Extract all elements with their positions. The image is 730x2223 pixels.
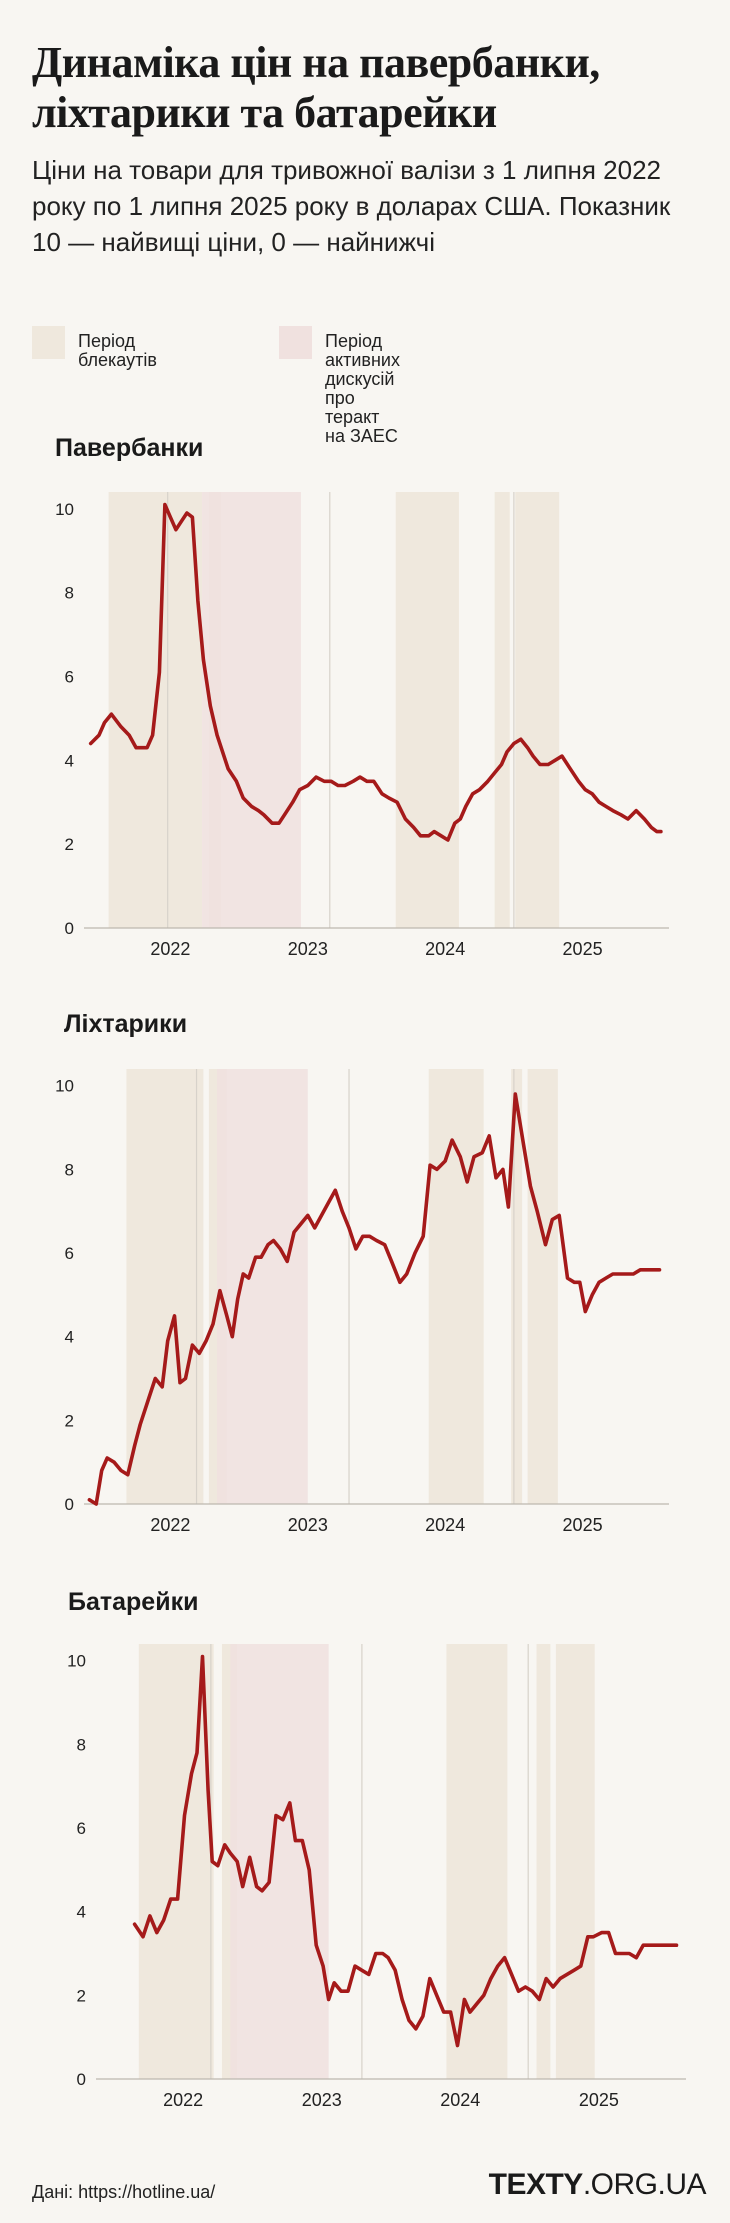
chart-title-powerbanks: Павербанки bbox=[55, 434, 204, 462]
x-tick-label: 2022 bbox=[150, 1515, 190, 1535]
blackout-band bbox=[428, 1069, 484, 1504]
blackout-band bbox=[555, 1644, 595, 2079]
y-tick-label: 4 bbox=[65, 1328, 74, 1347]
logo-main: TEXTY bbox=[488, 2168, 584, 2201]
y-tick-label: 8 bbox=[77, 1735, 86, 1754]
zaes-band bbox=[230, 1644, 329, 2079]
x-tick-label: 2023 bbox=[288, 939, 328, 959]
x-tick-label: 2023 bbox=[288, 1515, 328, 1535]
y-tick-label: 2 bbox=[77, 1986, 86, 2005]
x-tick-label: 2024 bbox=[440, 2090, 480, 2110]
x-tick-label: 2022 bbox=[163, 2090, 203, 2110]
x-tick-label: 2025 bbox=[563, 939, 603, 959]
x-tick-label: 2025 bbox=[579, 2090, 619, 2110]
y-tick-label: 0 bbox=[65, 1495, 74, 1514]
zaes-band bbox=[217, 1069, 308, 1504]
y-tick-label: 0 bbox=[77, 2070, 86, 2089]
brand-logo: TEXTY.ORG.UA bbox=[488, 2168, 707, 2202]
blackout-band bbox=[446, 1644, 508, 2079]
blackout-band bbox=[511, 1069, 523, 1504]
blackout-band bbox=[395, 492, 459, 928]
y-tick-label: 10 bbox=[55, 500, 74, 519]
x-tick-label: 2023 bbox=[302, 2090, 342, 2110]
legend: Період блекаутів Період активних дискусі… bbox=[32, 326, 712, 446]
y-tick-label: 6 bbox=[65, 1244, 74, 1263]
page-title: Динаміка цін на павербанки, ліхтарики та… bbox=[32, 38, 600, 137]
chart-title-flashlights: Ліхтарики bbox=[64, 1010, 188, 1038]
y-tick-label: 6 bbox=[77, 1819, 86, 1838]
price-index-line bbox=[88, 502, 663, 842]
y-tick-label: 10 bbox=[67, 1652, 86, 1671]
y-tick-label: 4 bbox=[77, 1903, 86, 1922]
legend-label-blackout: Період блекаутів bbox=[78, 331, 157, 370]
x-tick-label: 2022 bbox=[150, 939, 190, 959]
blackout-band bbox=[494, 492, 510, 928]
logo-suffix: .ORG.UA bbox=[582, 2168, 707, 2201]
page-subtitle: Ціни на товари для тривожної валізи з 1 … bbox=[32, 155, 671, 257]
x-tick-label: 2024 bbox=[425, 1515, 465, 1535]
blackout-band bbox=[527, 1069, 558, 1504]
blackout-band bbox=[536, 1644, 551, 2079]
chart-flashlights: 0 2 4 6 8 10 2022 2023 2024 2025 bbox=[55, 1069, 669, 1535]
blackout-band bbox=[515, 492, 560, 928]
y-tick-label: 4 bbox=[65, 751, 74, 770]
y-tick-label: 10 bbox=[55, 1077, 74, 1096]
y-tick-label: 2 bbox=[65, 1411, 74, 1430]
price-index-line bbox=[87, 1092, 662, 1506]
chart-title-batteries: Батарейки bbox=[68, 1588, 199, 1616]
blackout-band bbox=[138, 1644, 214, 2079]
price-index-line bbox=[132, 1654, 679, 2048]
zaes-band bbox=[202, 492, 301, 928]
legend-label-zaes: Період активних дискусій про теракт на З… bbox=[325, 331, 400, 446]
source-note: Дані: https://hotline.ua/ bbox=[32, 2182, 216, 2202]
chart-batteries: 0 2 4 6 8 10 2022 2023 2024 2025 bbox=[67, 1644, 686, 2110]
x-tick-label: 2025 bbox=[563, 1515, 603, 1535]
y-tick-label: 2 bbox=[65, 835, 74, 854]
x-tick-label: 2024 bbox=[425, 939, 465, 959]
chart-powerbanks: 0 2 4 6 8 10 2022 2023 2024 2025 bbox=[55, 492, 669, 959]
legend-swatch-blackout bbox=[32, 326, 65, 359]
y-tick-label: 8 bbox=[65, 584, 74, 603]
y-tick-label: 8 bbox=[65, 1160, 74, 1179]
y-tick-label: 6 bbox=[65, 667, 74, 686]
y-tick-label: 0 bbox=[65, 919, 74, 938]
legend-swatch-zaes bbox=[279, 326, 312, 359]
